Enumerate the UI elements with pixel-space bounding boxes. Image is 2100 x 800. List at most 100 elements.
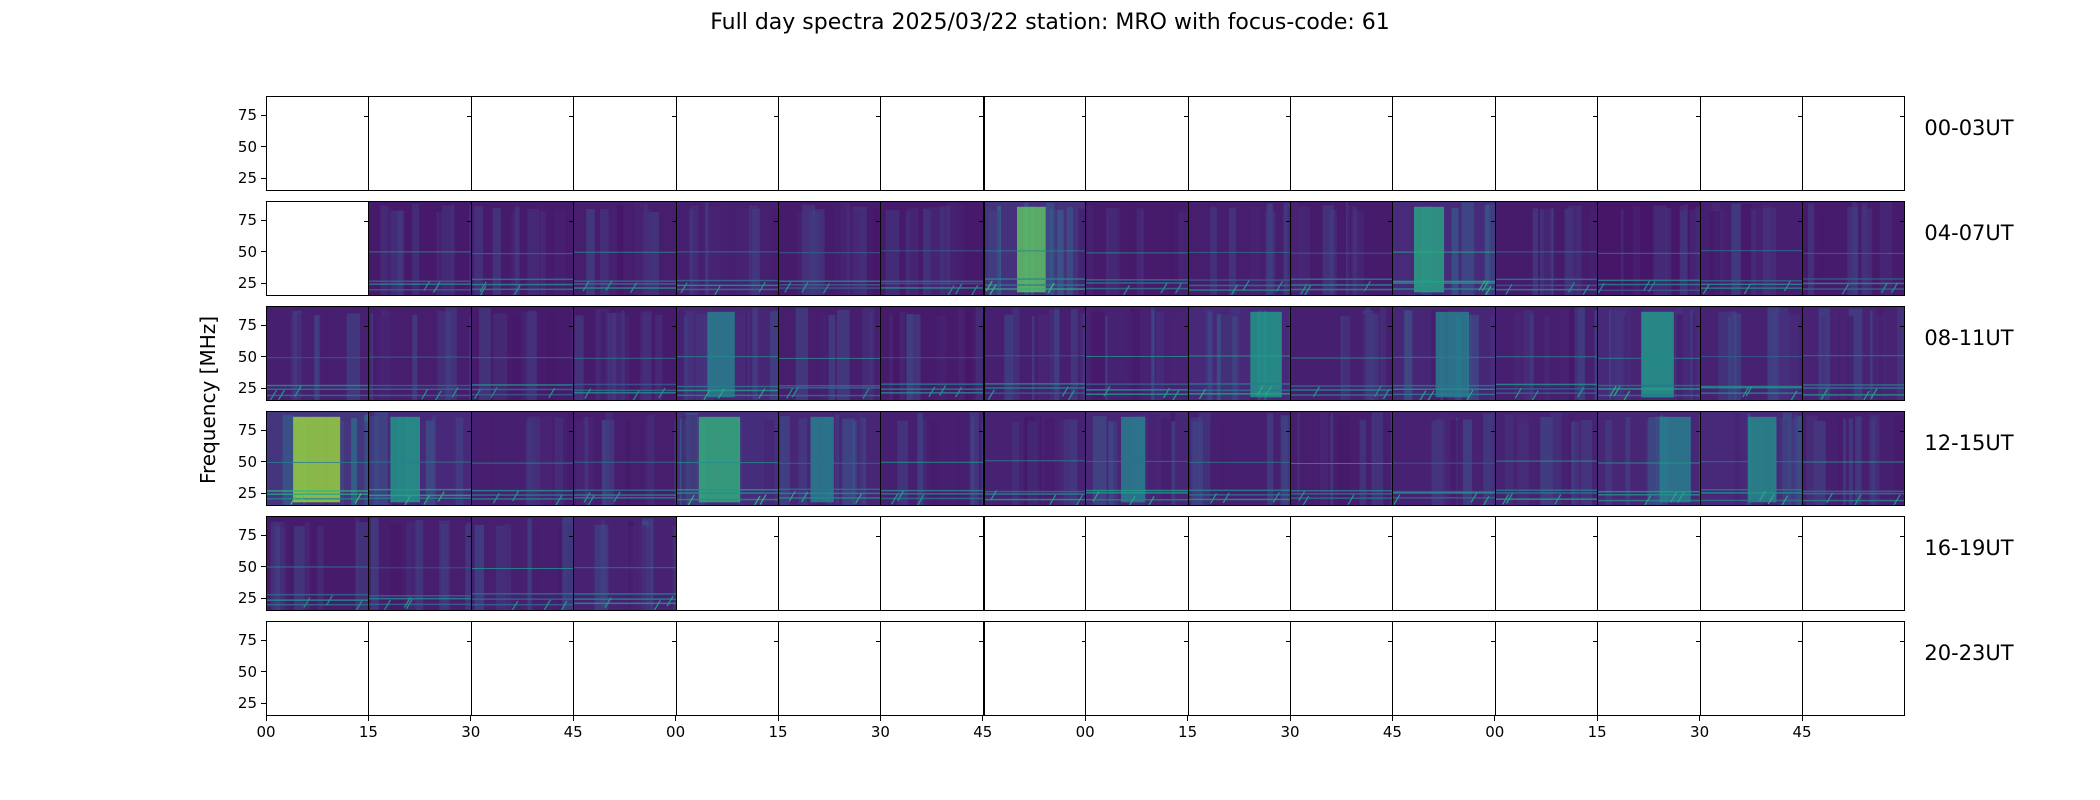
spectrogram-panel <box>368 621 472 716</box>
spectrogram-streak <box>445 307 458 400</box>
sweep-mark <box>1075 494 1083 505</box>
sweep-mark <box>987 389 995 400</box>
spectrogram-streak <box>802 204 815 295</box>
interference-line <box>1803 288 1905 290</box>
spectrogram-panel <box>266 516 370 611</box>
spectrogram-streak <box>1621 209 1624 295</box>
interference-line <box>369 488 471 491</box>
sweep-mark <box>1198 388 1206 400</box>
panel-tick-mark <box>1593 325 1598 327</box>
y-tick-mark <box>261 387 266 389</box>
spectrogram-streak <box>584 416 589 505</box>
interference-line <box>1291 288 1393 291</box>
y-tick-mark <box>261 639 266 641</box>
sweep-mark <box>1160 282 1168 294</box>
spectrogram-burst <box>1659 416 1691 503</box>
panel-tick-mark <box>1490 430 1495 432</box>
spectrogram-image <box>1700 412 1802 505</box>
sweep-mark <box>294 385 302 397</box>
spectrogram-streak <box>377 315 390 400</box>
spectrogram-streak <box>1806 415 1818 505</box>
sweep-mark <box>855 493 863 504</box>
panel-tick-mark <box>1285 220 1290 222</box>
y-tick-mark <box>261 429 266 431</box>
x-tick-mark <box>265 716 267 721</box>
spectrogram-streak <box>1125 311 1134 400</box>
spectrogram-streak <box>1653 205 1668 295</box>
panel-tick-mark <box>671 535 676 537</box>
interference-line <box>1086 279 1188 281</box>
interference-line <box>369 251 471 253</box>
interference-line <box>471 603 574 606</box>
y-tick-label: 25 <box>237 694 257 713</box>
spectrogram-streak <box>684 414 698 505</box>
sweep-mark <box>1047 282 1055 294</box>
spectrogram-panel <box>1699 306 1803 401</box>
spectrogram-streak <box>872 208 881 295</box>
spectrogram-image <box>676 412 778 505</box>
spectrogram-panel <box>1494 411 1599 506</box>
spectrogram-streak <box>906 313 914 400</box>
sweep-mark <box>1312 386 1321 398</box>
panel-tick-mark <box>876 535 881 537</box>
spectrogram-streak <box>1523 421 1535 505</box>
sweep-mark <box>1880 282 1888 294</box>
spectrogram-panel <box>470 621 575 716</box>
interference-line <box>369 289 471 291</box>
sweep-mark <box>435 390 443 400</box>
interference-line <box>1495 284 1598 287</box>
sweep-mark <box>1531 390 1539 400</box>
spectrogram-streak <box>1363 314 1366 400</box>
interference-line <box>1291 284 1393 286</box>
interference-line <box>1803 252 1905 254</box>
spectrogram-image <box>267 517 369 610</box>
sweep-mark <box>290 494 298 505</box>
sweep-mark <box>1428 390 1435 400</box>
interference-line <box>1598 394 1700 397</box>
interference-line <box>369 384 471 387</box>
interference-line <box>267 462 369 463</box>
spectrogram-panel <box>1597 621 1701 716</box>
y-tick-label: 75 <box>237 316 257 334</box>
sweep-mark <box>687 494 695 505</box>
spectrogram-streak <box>930 207 941 295</box>
spectrogram-streak <box>1483 413 1495 505</box>
interference-line <box>779 492 881 495</box>
interference-line <box>267 357 369 359</box>
interference-line <box>1700 387 1802 389</box>
spectrogram-streak <box>1879 202 1893 295</box>
interference-line <box>267 498 369 500</box>
spectrogram-streak <box>1690 309 1693 400</box>
interference-line <box>574 389 676 392</box>
spectrogram-streak <box>828 314 836 400</box>
panel-tick-mark <box>1900 535 1905 537</box>
panel-tick-mark <box>1900 220 1905 222</box>
interference-line <box>1393 393 1495 396</box>
interference-line <box>471 462 574 464</box>
spectrogram-streak <box>640 312 652 400</box>
spectrogram-image <box>471 412 574 505</box>
spectrogram-streak <box>1504 414 1514 505</box>
interference-line <box>1700 356 1802 358</box>
interference-line <box>1086 499 1188 501</box>
spectrogram-image <box>1188 412 1290 505</box>
interference-line <box>676 462 778 464</box>
x-tick-mark <box>1187 716 1189 721</box>
interference-line <box>574 280 676 282</box>
spectrogram-streak <box>1513 312 1525 400</box>
sweep-mark <box>1677 492 1685 503</box>
sweep-mark <box>971 284 979 295</box>
spectrogram-streak <box>456 417 464 505</box>
y-tick-label: 50 <box>237 662 257 681</box>
panel-tick-mark <box>876 325 881 327</box>
interference-line <box>471 494 574 496</box>
y-tick-label: 75 <box>237 211 257 229</box>
x-tick-label: 45 <box>563 723 583 741</box>
spectrogram-panel <box>1802 96 1906 191</box>
interference-line <box>1188 383 1290 385</box>
panel-tick-mark <box>671 640 676 642</box>
interference-line <box>1598 494 1700 496</box>
spectrogram-streak <box>1699 414 1700 505</box>
spectrogram-image <box>1291 412 1393 505</box>
panel-tick-mark <box>1797 325 1802 327</box>
